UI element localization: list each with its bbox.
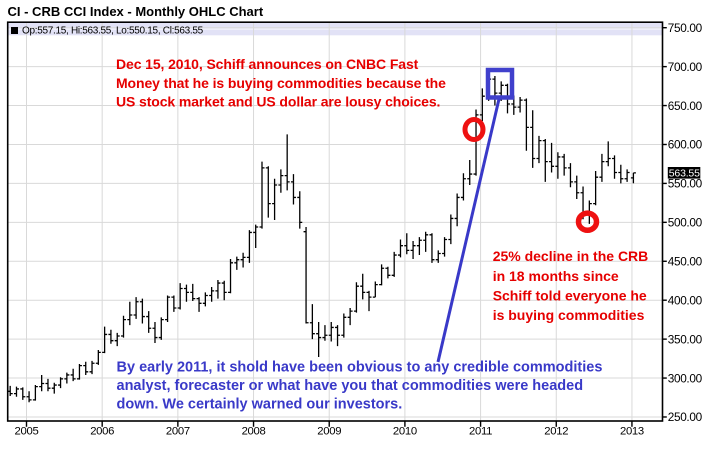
svg-text:down. We certainly warned our: down. We certainly warned our investors. xyxy=(117,397,403,413)
svg-text:650.00: 650.00 xyxy=(668,99,703,113)
svg-text:700.00: 700.00 xyxy=(668,60,703,74)
svg-text:2007: 2007 xyxy=(166,426,190,438)
svg-text:2011: 2011 xyxy=(469,426,492,438)
svg-text:Money that he is buying commod: Money that he is buying commodities beca… xyxy=(116,75,446,91)
svg-text:500.00: 500.00 xyxy=(668,216,703,230)
svg-text:US stock market and US dollar: US stock market and US dollar are lousy … xyxy=(116,93,440,109)
svg-text:Dec 15, 2010, Schiff announces: Dec 15, 2010, Schiff announces on CNBC F… xyxy=(116,56,419,72)
svg-text:2005: 2005 xyxy=(15,426,39,438)
svg-text:400.00: 400.00 xyxy=(668,293,703,307)
svg-text:250.00: 250.00 xyxy=(668,410,703,424)
svg-text:750.00: 750.00 xyxy=(668,21,703,35)
svg-text:300.00: 300.00 xyxy=(668,371,703,385)
svg-text:CI - CRB CCI Index - Monthly O: CI - CRB CCI Index - Monthly OHLC Chart xyxy=(8,4,264,19)
svg-text:2006: 2006 xyxy=(90,426,114,438)
svg-text:2010: 2010 xyxy=(393,426,417,438)
svg-text:25% decline in the CRB: 25% decline in the CRB xyxy=(493,248,649,264)
svg-text:2012: 2012 xyxy=(544,426,568,438)
svg-text:600.00: 600.00 xyxy=(668,138,703,152)
svg-text:2008: 2008 xyxy=(242,426,266,438)
svg-text:is buying commodities: is buying commodities xyxy=(493,307,645,323)
svg-text:550.00: 550.00 xyxy=(668,177,703,191)
svg-text:Op:557.15, Hi:563.55, Lo:550.1: Op:557.15, Hi:563.55, Lo:550.15, Cl:563.… xyxy=(22,26,204,37)
svg-text:563.55: 563.55 xyxy=(669,168,700,180)
svg-text:in 18 months since: in 18 months since xyxy=(493,268,619,284)
svg-text:450.00: 450.00 xyxy=(668,254,703,268)
svg-text:2013: 2013 xyxy=(620,426,644,438)
svg-text:By early 2011, it shold have b: By early 2011, it shold have been obviou… xyxy=(117,359,603,375)
svg-text:2009: 2009 xyxy=(317,426,341,438)
svg-text:350.00: 350.00 xyxy=(668,332,703,346)
svg-text:Schiff told everyone he: Schiff told everyone he xyxy=(493,287,647,303)
svg-text:analyst, forecaster or what ha: analyst, forecaster or what have you tha… xyxy=(117,378,584,394)
